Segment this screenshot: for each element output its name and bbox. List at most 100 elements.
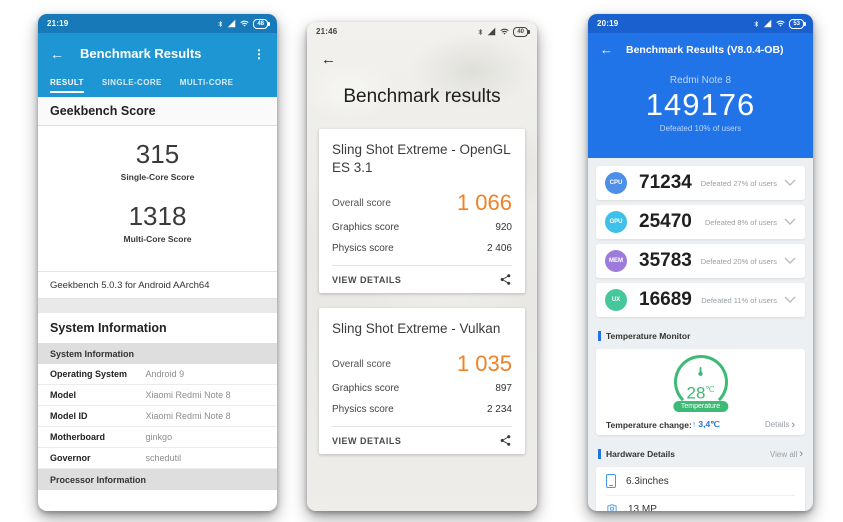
row-value: 920 xyxy=(495,222,512,233)
status-icons: 48 xyxy=(217,18,270,29)
processor-information-subheader: Processor Information xyxy=(38,469,277,490)
geekbench-screen: 21:19 48 ← Benchmark Results ⋮ RESULT SI… xyxy=(38,14,277,511)
back-arrow-icon[interactable]: ← xyxy=(50,45,64,62)
row-label: Physics score xyxy=(332,243,394,254)
bluetooth-icon xyxy=(217,19,224,29)
share-icon[interactable] xyxy=(499,434,512,447)
cpu-score: 71234 xyxy=(639,172,692,193)
physics-score-row: Physics score 2 234 xyxy=(332,399,512,420)
status-bar: 21:19 48 xyxy=(38,14,277,33)
total-score: 149176 xyxy=(645,87,756,122)
view-all-link[interactable]: View all › xyxy=(769,448,803,460)
chevron-right-icon: › xyxy=(799,448,803,460)
table-row: Model ID Xiaomi Redmi Note 8 xyxy=(38,406,277,427)
benchmark-card-vulkan: Sling Shot Extreme - Vulkan Overall scor… xyxy=(319,308,525,454)
overall-score-label: Overall score xyxy=(332,358,391,370)
details-link[interactable]: Details › xyxy=(764,418,795,431)
temperature-value: 28℃ xyxy=(686,383,715,403)
device-name: Redmi Note 8 xyxy=(669,75,732,86)
screen-size-value: 6.3inches xyxy=(626,475,669,487)
sub-score-list: CPU 71234 Defeated 27% of users GPU 2547… xyxy=(588,158,813,317)
list-item[interactable]: 6.3inches xyxy=(606,467,795,495)
clock: 20:19 xyxy=(597,19,619,28)
temperature-footer: Temperature change: ↑ 3,4℃ Details › xyxy=(606,419,795,430)
physics-score-row: Physics score 2 406 xyxy=(332,238,512,259)
chevron-down-icon[interactable] xyxy=(784,257,796,265)
row-label: Motherboard xyxy=(50,432,105,442)
gpu-score-row[interactable]: GPU 25470 Defeated 8% of users xyxy=(596,205,805,239)
view-details-button[interactable]: VIEW DETAILS xyxy=(332,274,402,285)
status-icons: 53 xyxy=(753,18,806,29)
chevron-down-icon[interactable] xyxy=(784,218,796,226)
section-title: Hardware Details xyxy=(606,449,675,459)
mem-badge-icon: MEM xyxy=(605,250,627,272)
overflow-menu-icon[interactable]: ⋮ xyxy=(253,46,265,61)
row-label: Model ID xyxy=(50,411,88,421)
temperature-badge: Temperature xyxy=(672,401,729,412)
total-score-hero: Redmi Note 8 149176 Defeated 10% of user… xyxy=(588,66,813,158)
nav-row: ← xyxy=(307,41,537,77)
page-title: Benchmark Results (V8.0.4-OB) xyxy=(626,43,784,56)
tab-multi-core[interactable]: MULTI-CORE xyxy=(179,78,234,87)
threedmark-screen: 21:46 40 ← Benchmark results Sling Shot … xyxy=(307,22,537,511)
list-item[interactable]: 13 MP xyxy=(606,495,795,511)
view-details-button[interactable]: VIEW DETAILS xyxy=(332,435,402,446)
screen-size-icon xyxy=(606,474,616,488)
row-label: Graphics score xyxy=(332,383,400,394)
page-title: Benchmark Results xyxy=(80,46,202,61)
overall-score-row: Overall score 1 035 xyxy=(332,350,512,378)
signal-icon xyxy=(227,19,236,28)
overall-score-label: Overall score xyxy=(332,197,391,209)
status-bar: 21:46 40 xyxy=(307,22,537,41)
row-label: Physics score xyxy=(332,404,394,415)
row-value: 897 xyxy=(495,383,512,394)
row-label: Governor xyxy=(50,453,91,463)
graphics-score-row: Graphics score 897 xyxy=(332,378,512,399)
row-value: 2 406 xyxy=(486,243,512,254)
section-gap xyxy=(38,299,277,313)
share-icon[interactable] xyxy=(499,273,512,286)
tab-result[interactable]: RESULT xyxy=(50,74,84,97)
thermometer-icon xyxy=(697,363,704,381)
cpu-badge-icon: CPU xyxy=(605,172,627,194)
multi-core-score: 1318 xyxy=(128,201,187,231)
temperature-change-label: Temperature change: xyxy=(606,419,692,430)
gpu-score: 25470 xyxy=(639,211,692,232)
single-core-score: 315 xyxy=(135,139,180,169)
ux-badge-icon: UX xyxy=(605,289,627,311)
wifi-icon xyxy=(239,19,250,28)
chevron-down-icon[interactable] xyxy=(784,296,796,304)
status-bar: 20:19 53 xyxy=(588,14,813,33)
single-core-label: Single-Core Score xyxy=(120,172,195,182)
geekbench-score-header: Geekbench Score xyxy=(38,97,277,126)
card-footer: VIEW DETAILS xyxy=(332,265,512,293)
app-bar: ← Benchmark Results (V8.0.4-OB) xyxy=(588,33,813,66)
battery-icon: 53 xyxy=(789,18,806,29)
chevron-down-icon[interactable] xyxy=(784,179,796,187)
section-accent-bar xyxy=(598,331,601,341)
row-value: schedutil xyxy=(145,453,182,463)
mem-defeated-label: Defeated 20% of users xyxy=(700,256,777,266)
back-arrow-icon[interactable]: ← xyxy=(321,50,336,68)
battery-icon: 40 xyxy=(513,26,530,37)
row-value: ginkgo xyxy=(145,432,173,442)
clock: 21:46 xyxy=(316,27,338,36)
mem-score: 35783 xyxy=(639,250,692,271)
gpu-badge-icon: GPU xyxy=(605,211,627,233)
bluetooth-icon xyxy=(477,27,484,37)
overall-score-value: 1 035 xyxy=(456,351,512,376)
ux-score-row[interactable]: UX 16689 Defeated 11% of users xyxy=(596,283,805,317)
back-arrow-icon[interactable]: ← xyxy=(600,42,613,57)
overall-score-value: 1 066 xyxy=(456,190,512,215)
row-value: Android 9 xyxy=(145,369,185,379)
cpu-score-row[interactable]: CPU 71234 Defeated 27% of users xyxy=(596,166,805,200)
mem-score-row[interactable]: MEM 35783 Defeated 20% of users xyxy=(596,244,805,278)
table-row: Motherboard ginkgo xyxy=(38,427,277,448)
row-value: Xiaomi Redmi Note 8 xyxy=(145,411,231,421)
temperature-gauge: 28℃ Temperature xyxy=(672,355,729,412)
row-label: Graphics score xyxy=(332,222,400,233)
temperature-change-value: ↑ 3,4℃ xyxy=(691,419,720,429)
tab-single-core[interactable]: SINGLE-CORE xyxy=(101,78,162,87)
card-footer: VIEW DETAILS xyxy=(332,426,512,454)
cpu-defeated-label: Defeated 27% of users xyxy=(700,178,777,188)
